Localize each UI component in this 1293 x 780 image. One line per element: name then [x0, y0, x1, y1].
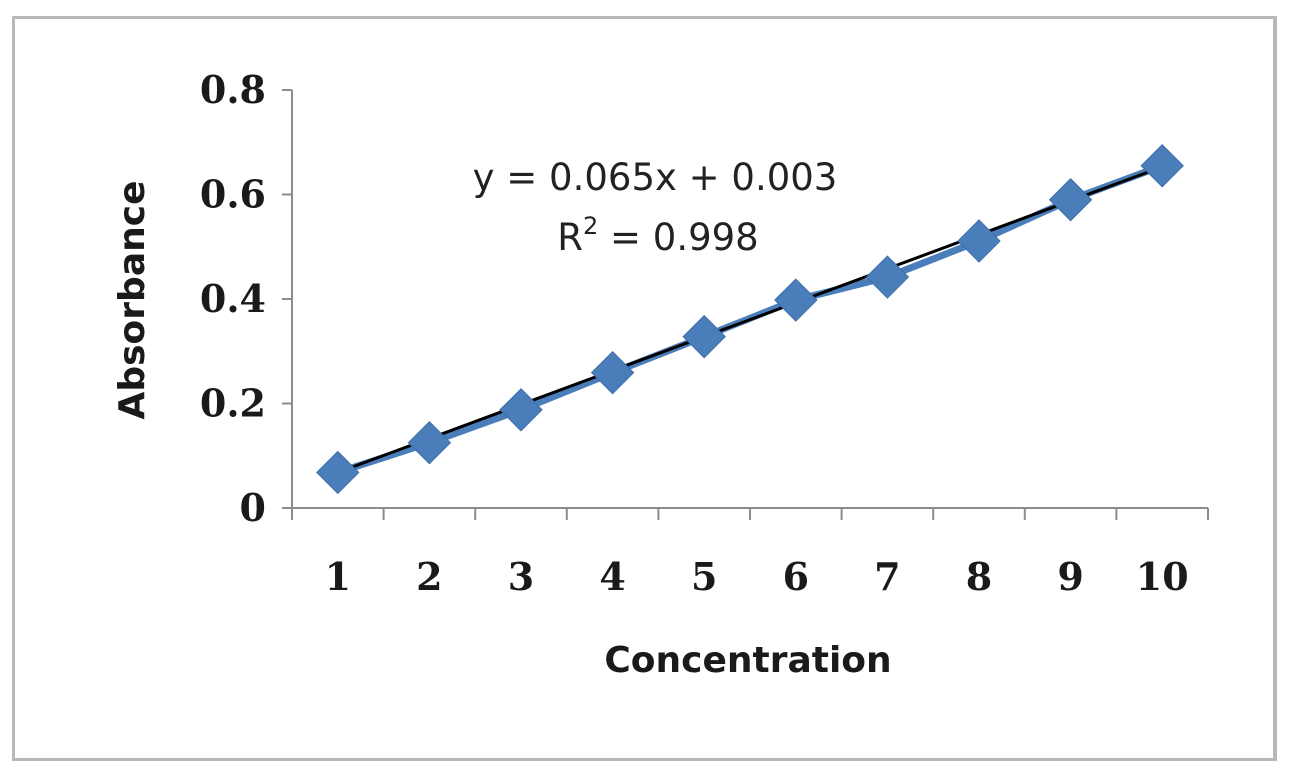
data-point-marker	[865, 255, 910, 299]
x-tick-label: 3	[508, 554, 534, 599]
x-tick-label: 8	[966, 554, 992, 599]
y-tick-label: 0.4	[200, 276, 266, 321]
y-tick-label: 0.2	[200, 381, 266, 426]
x-tick-label: 2	[416, 554, 442, 599]
data-point-marker	[774, 278, 818, 322]
ticks: 0 0.2 0.4 0.6 0.8 1 2 3 4 5 6 7 8 9 10	[200, 67, 1209, 599]
y-tick-label: 0.6	[200, 172, 266, 217]
data-point-marker	[1140, 144, 1184, 188]
x-tick-label: 9	[1057, 554, 1083, 599]
data-point-marker	[499, 388, 543, 432]
x-tick-label: 4	[599, 554, 625, 599]
data-point-marker	[590, 350, 635, 395]
data-point-marker	[957, 219, 1001, 263]
r-squared-label: R2 = 0.998	[557, 212, 758, 259]
chart-frame	[12, 16, 1277, 761]
r-squared-exponent: 2	[583, 212, 598, 240]
trendline-equation: y = 0.065x + 0.003	[473, 156, 838, 199]
x-tick-label: 1	[325, 554, 351, 599]
x-tick-label: 5	[691, 554, 717, 599]
x-tick-label: 7	[874, 554, 900, 599]
trendline-group	[337, 165, 1163, 474]
x-tick-label: 10	[1136, 554, 1189, 599]
y-tick-label: 0.8	[200, 67, 266, 112]
data-point-marker	[407, 420, 452, 465]
data-point-marker	[1048, 178, 1093, 222]
x-tick-label: 6	[783, 554, 809, 599]
y-axis-title: Absorbance	[112, 181, 153, 420]
markers-group	[316, 144, 1184, 495]
x-axis-title: Concentration	[604, 640, 891, 681]
r-squared-value: = 0.998	[598, 216, 758, 259]
data-point-marker	[682, 314, 726, 359]
r-squared-prefix: R	[557, 216, 583, 259]
data-point-marker	[316, 450, 360, 495]
y-tick-label: 0	[240, 485, 266, 530]
trendline	[337, 165, 1163, 474]
